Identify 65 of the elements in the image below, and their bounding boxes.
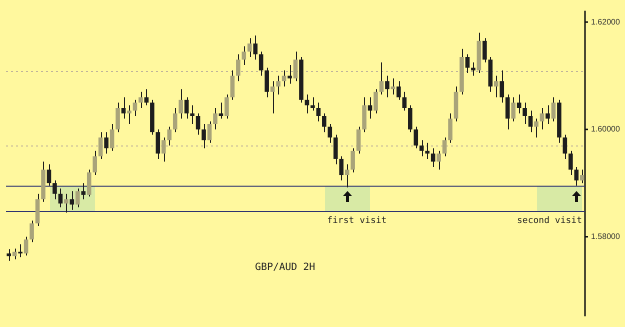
candlestick [350,148,355,173]
y-tick-label: 1.62000 [591,17,620,26]
candlestick [104,132,108,154]
y-tick-label: 1.58000 [591,232,620,241]
y-tick-label: 1.60000 [591,124,620,134]
candlestick [242,46,246,66]
candlestick [52,180,57,200]
candlestick [505,94,510,130]
candlestick [276,75,280,96]
candlestick [419,140,424,157]
annotation: GBP/AUD 2H [255,262,316,273]
candlestick [471,62,476,76]
candlestick [253,34,258,60]
candlestick [408,104,412,133]
candlestick [121,96,126,120]
candlestick [402,91,407,112]
candlestick [18,244,22,258]
candlestick [258,51,264,76]
candlestick [316,102,321,122]
candlestick [430,148,436,168]
candlestick [230,70,235,100]
candlestick [322,112,326,133]
candlestick [46,164,52,186]
candlestick [356,126,361,154]
candlestick [339,156,344,181]
candlestick [58,188,63,208]
candlestick [172,107,178,133]
candlestick [482,38,487,63]
candlestick [414,126,418,149]
candlestick [184,96,189,120]
candlestick [202,124,206,149]
annotation: second visit [517,216,582,226]
candlestick [425,142,430,160]
candlestick [310,96,315,112]
candlestick [70,190,74,210]
candlestick [448,112,452,144]
candlestick [132,99,138,116]
candlestick [144,88,149,106]
candlestick [546,104,550,125]
candlestick [30,220,34,243]
candlestick [304,94,310,114]
candlestick [6,248,12,262]
candlestick [465,54,470,74]
candlestick [562,134,568,160]
annotation: first visit [327,216,387,226]
candlestick [328,124,332,144]
candlestick [236,54,240,82]
candlestick [516,94,522,114]
candlestick [156,128,160,160]
candlestick [500,70,504,104]
candlestick [264,67,269,98]
candlestick [288,64,292,84]
candlestick [190,104,194,125]
candlestick [385,75,390,98]
candlestick [81,182,86,200]
candlestick [92,150,98,176]
candlestick [522,102,527,125]
candlestick [528,110,533,133]
candlestick [396,80,401,100]
candlestick [196,112,200,136]
candlestick [574,166,579,186]
candlestick [167,126,172,146]
candlestick [333,134,338,165]
candlestick [442,136,447,157]
candlestick [568,150,573,176]
